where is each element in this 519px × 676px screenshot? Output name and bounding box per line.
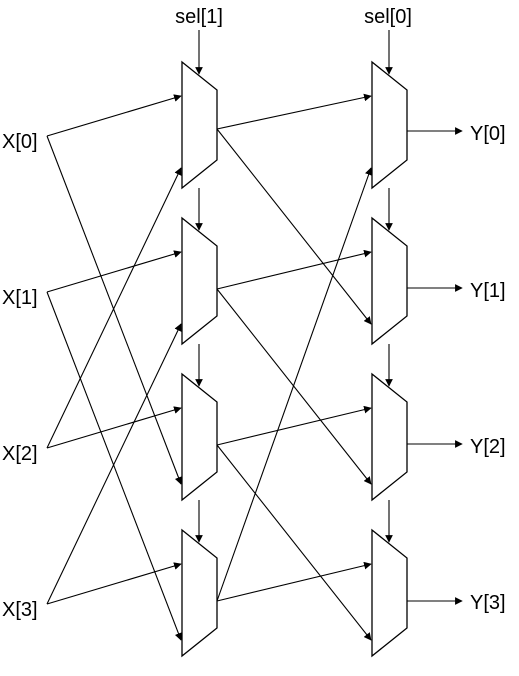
mux-stage1-2 [181,372,218,502]
stage1-wires [46,94,183,641]
mux-stage1-0 [181,60,218,190]
input-label-x2: X[2] [2,443,38,465]
input-label-x3: X[3] [2,599,38,621]
output-label-y1: Y[1] [470,280,506,302]
output-wires [407,127,463,605]
input-label-x1: X[1] [2,287,38,309]
input-label-x0: X[0] [2,131,38,153]
stage2-wires [216,93,373,641]
sel0-label: sel[0] [364,6,412,28]
mux-stage1-3 [181,528,218,658]
output-label-y3: Y[3] [470,592,506,614]
mux-stage2-2 [371,372,408,502]
mux-stage2-3 [371,528,408,658]
output-label-y0: Y[0] [470,123,506,145]
mux-stage2-0 [371,60,408,190]
output-label-y2: Y[2] [470,436,506,458]
sel1-label: sel[1] [175,6,223,28]
mux-stage1-1 [181,216,218,346]
mux-stage2-1 [371,216,408,346]
